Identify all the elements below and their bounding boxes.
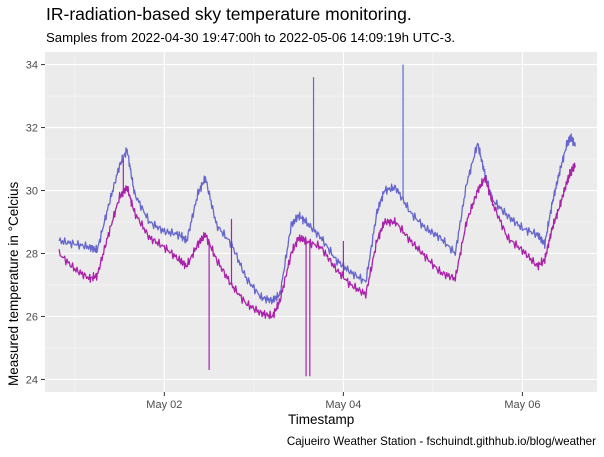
y-tick-label: 24 [26,374,38,386]
x-axis: May 02 May 04 May 06 [146,392,540,411]
x-tick-label: May 02 [146,399,182,411]
y-tick-label: 34 [26,60,38,72]
series-layer [58,64,576,377]
y-tick-label: 26 [26,311,38,323]
y-tick-label: 28 [26,248,38,260]
x-axis-label: Timestamp [288,412,355,427]
x-tick-label: May 06 [504,399,540,411]
y-tick-label: 32 [26,123,38,135]
y-tick-label: 30 [26,186,38,198]
series-line-1 [58,133,576,305]
chart-title: IR-radiation-based sky temperature monit… [46,4,412,24]
y-axis-label: Measured temperature in °Celcius [6,181,21,386]
minor-gridlines [45,52,597,392]
x-tick-label: May 04 [325,399,361,411]
series-line-2 [58,162,576,320]
chart-subtitle: Samples from 2022-04-30 19:47:00h to 202… [46,30,456,45]
major-gridlines [45,52,597,392]
y-axis: 24 26 28 30 32 34 [26,60,45,386]
chart-caption: Cajueiro Weather Station - fschuindt.git… [286,435,596,448]
